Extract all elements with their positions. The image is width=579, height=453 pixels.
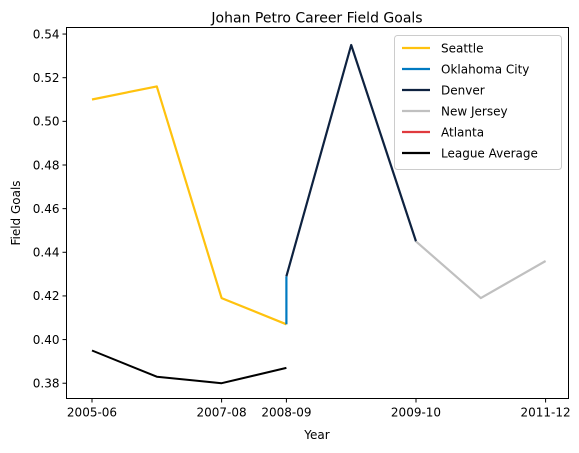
series-line-5 [91,349,287,385]
y-tick-label: 0.46 [33,202,60,216]
plot-frame [66,27,569,399]
y-tick-label: 0.50 [33,115,60,129]
x-tick-label: 2008-09 [261,406,311,420]
legend-label: League Average [441,146,538,160]
plot-lines [91,43,547,385]
series-line-2 [285,43,418,277]
y-tick-label: 0.44 [33,246,60,260]
y-tick-label: 0.42 [33,289,60,303]
y-axis-label: Field Goals [9,180,23,245]
x-tick-label: 2007-08 [197,406,247,420]
chart-title: Johan Petro Career Field Goals [210,11,422,27]
y-tick-label: 0.40 [33,333,60,347]
legend-label: Oklahoma City [441,62,529,76]
y-axis: 0.38 0.40 0.42 0.44 0.46 0.48 0.50 0.52 0.54 [33,27,67,391]
legend-label: Denver [441,83,485,97]
series-line-3 [415,240,547,300]
x-tick-label: 2009-10 [391,406,441,420]
y-tick-label: 0.54 [33,27,60,41]
legend-frame [394,35,562,170]
series-line-0 [91,85,287,326]
legend: Seattle Oklahoma City Denver New Jersey Atla… [394,35,562,170]
y-tick-label: 0.52 [33,71,60,85]
y-tick-label: 0.48 [33,158,60,172]
x-axis: 2005-06 2007-08 2008-09 2009-10 2011-12 [67,398,571,420]
x-tick-label: 2011-12 [521,406,571,420]
x-axis-label: Year [303,428,329,442]
legend-label: Atlanta [441,125,484,139]
y-tick-label: 0.38 [33,377,60,391]
x-tick-label: 2005-06 [67,406,117,420]
legend-label: New Jersey [441,104,508,118]
legend-label: Seattle [441,41,483,55]
